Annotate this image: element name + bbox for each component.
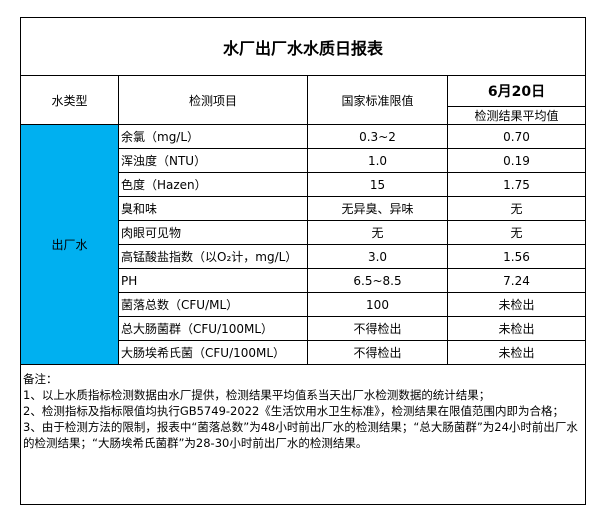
- table-row: 大肠埃希氏菌（CFU/100ML） 不得检出 未检出: [21, 340, 587, 365]
- item-cell: 菌落总数（CFU/ML）: [118, 292, 308, 317]
- standard-cell: 不得检出: [307, 340, 448, 365]
- result-cell: 未检出: [446, 292, 587, 317]
- notes: 备注： 1、以上水质指标检测数据由水厂提供，检测结果平均值系当天出厂水检测数据的…: [19, 364, 587, 505]
- item-cell: 肉眼可见物: [118, 220, 308, 245]
- header-standard: 国家标准限值: [307, 75, 448, 125]
- table-row: 肉眼可见物无无: [21, 220, 587, 245]
- result-cell: 1.75: [446, 172, 587, 197]
- table-row: 总大肠菌群（CFU/100ML） 不得检出 未检出: [21, 316, 587, 341]
- standard-cell: 1.0: [307, 148, 448, 173]
- standard-cell: 0.3~2: [307, 124, 448, 149]
- standard-cell: 3.0: [307, 244, 448, 269]
- header-result: 检测结果平均值: [446, 106, 587, 125]
- result-cell: 0.70: [446, 124, 587, 149]
- notes-heading: 备注：: [23, 372, 58, 386]
- header-date: 6月20日: [446, 75, 587, 107]
- item-cell: 浑浊度（NTU）: [118, 148, 308, 173]
- standard-cell: 100: [307, 292, 448, 317]
- table-row: 菌落总数（CFU/ML） 100 未检出: [21, 292, 587, 317]
- note-line: 3、由于检测方法的限制，报表中“菌落总数”为48小时前出厂水的检测结果；“总大肠…: [23, 420, 578, 450]
- table-row: 出厂水 余氯（mg/L） 0.3~2 0.70: [20, 124, 587, 365]
- item-cell: 臭和味: [118, 196, 308, 221]
- water-quality-report-table: 水厂出厂水水质日报表 水类型 检测项目 国家标准限值 6月20日 检测结果平均值…: [19, 17, 587, 505]
- standard-cell: 无异臭、异味: [307, 196, 448, 221]
- result-cell: 无: [446, 196, 587, 221]
- note-line: 1、以上水质指标检测数据由水厂提供，检测结果平均值系当天出厂水检测数据的统计结果…: [23, 388, 491, 402]
- standard-cell: 15: [307, 172, 448, 197]
- result-cell: 未检出: [446, 340, 587, 365]
- header-water-type: 水类型: [20, 75, 119, 125]
- item-cell: 总大肠菌群（CFU/100ML）: [118, 316, 308, 341]
- item-cell: 色度（Hazen）: [118, 172, 308, 197]
- result-cell: 未检出: [446, 316, 587, 341]
- table-row: PH 6.5~8.5 7.24: [21, 268, 587, 293]
- item-cell: 大肠埃希氏菌（CFU/100ML）: [118, 340, 308, 365]
- item-cell: 余氯（mg/L）: [118, 124, 308, 149]
- result-cell: 无: [446, 220, 587, 245]
- standard-cell: 不得检出: [307, 316, 448, 341]
- item-cell: 高锰酸盐指数（以O₂计，mg/L）: [118, 244, 308, 269]
- water-type-cell: 出厂水: [20, 124, 119, 365]
- item-cell: PH: [118, 268, 308, 293]
- result-cell: 1.56: [446, 244, 587, 269]
- header-item: 检测项目: [118, 75, 308, 125]
- table-row: 高锰酸盐指数（以O₂计，mg/L） 3.0 1.56: [21, 244, 587, 269]
- standard-cell: 6.5~8.5: [307, 268, 448, 293]
- result-cell: 7.24: [446, 268, 587, 293]
- standard-cell: 无: [307, 220, 448, 245]
- table-row: 臭和味 无异臭、异味无: [21, 196, 587, 221]
- table-row: 色度（Hazen） 15 1.75: [21, 172, 587, 197]
- report-title: 水厂出厂水水质日报表: [19, 17, 587, 76]
- result-cell: 0.19: [446, 148, 587, 173]
- note-line: 2、检测指标及指标限值均执行GB5749-2022《生活饮用水卫生标准》，检测结…: [23, 404, 565, 418]
- table-row: 浑浊度（NTU） 1.0 0.19: [21, 148, 587, 173]
